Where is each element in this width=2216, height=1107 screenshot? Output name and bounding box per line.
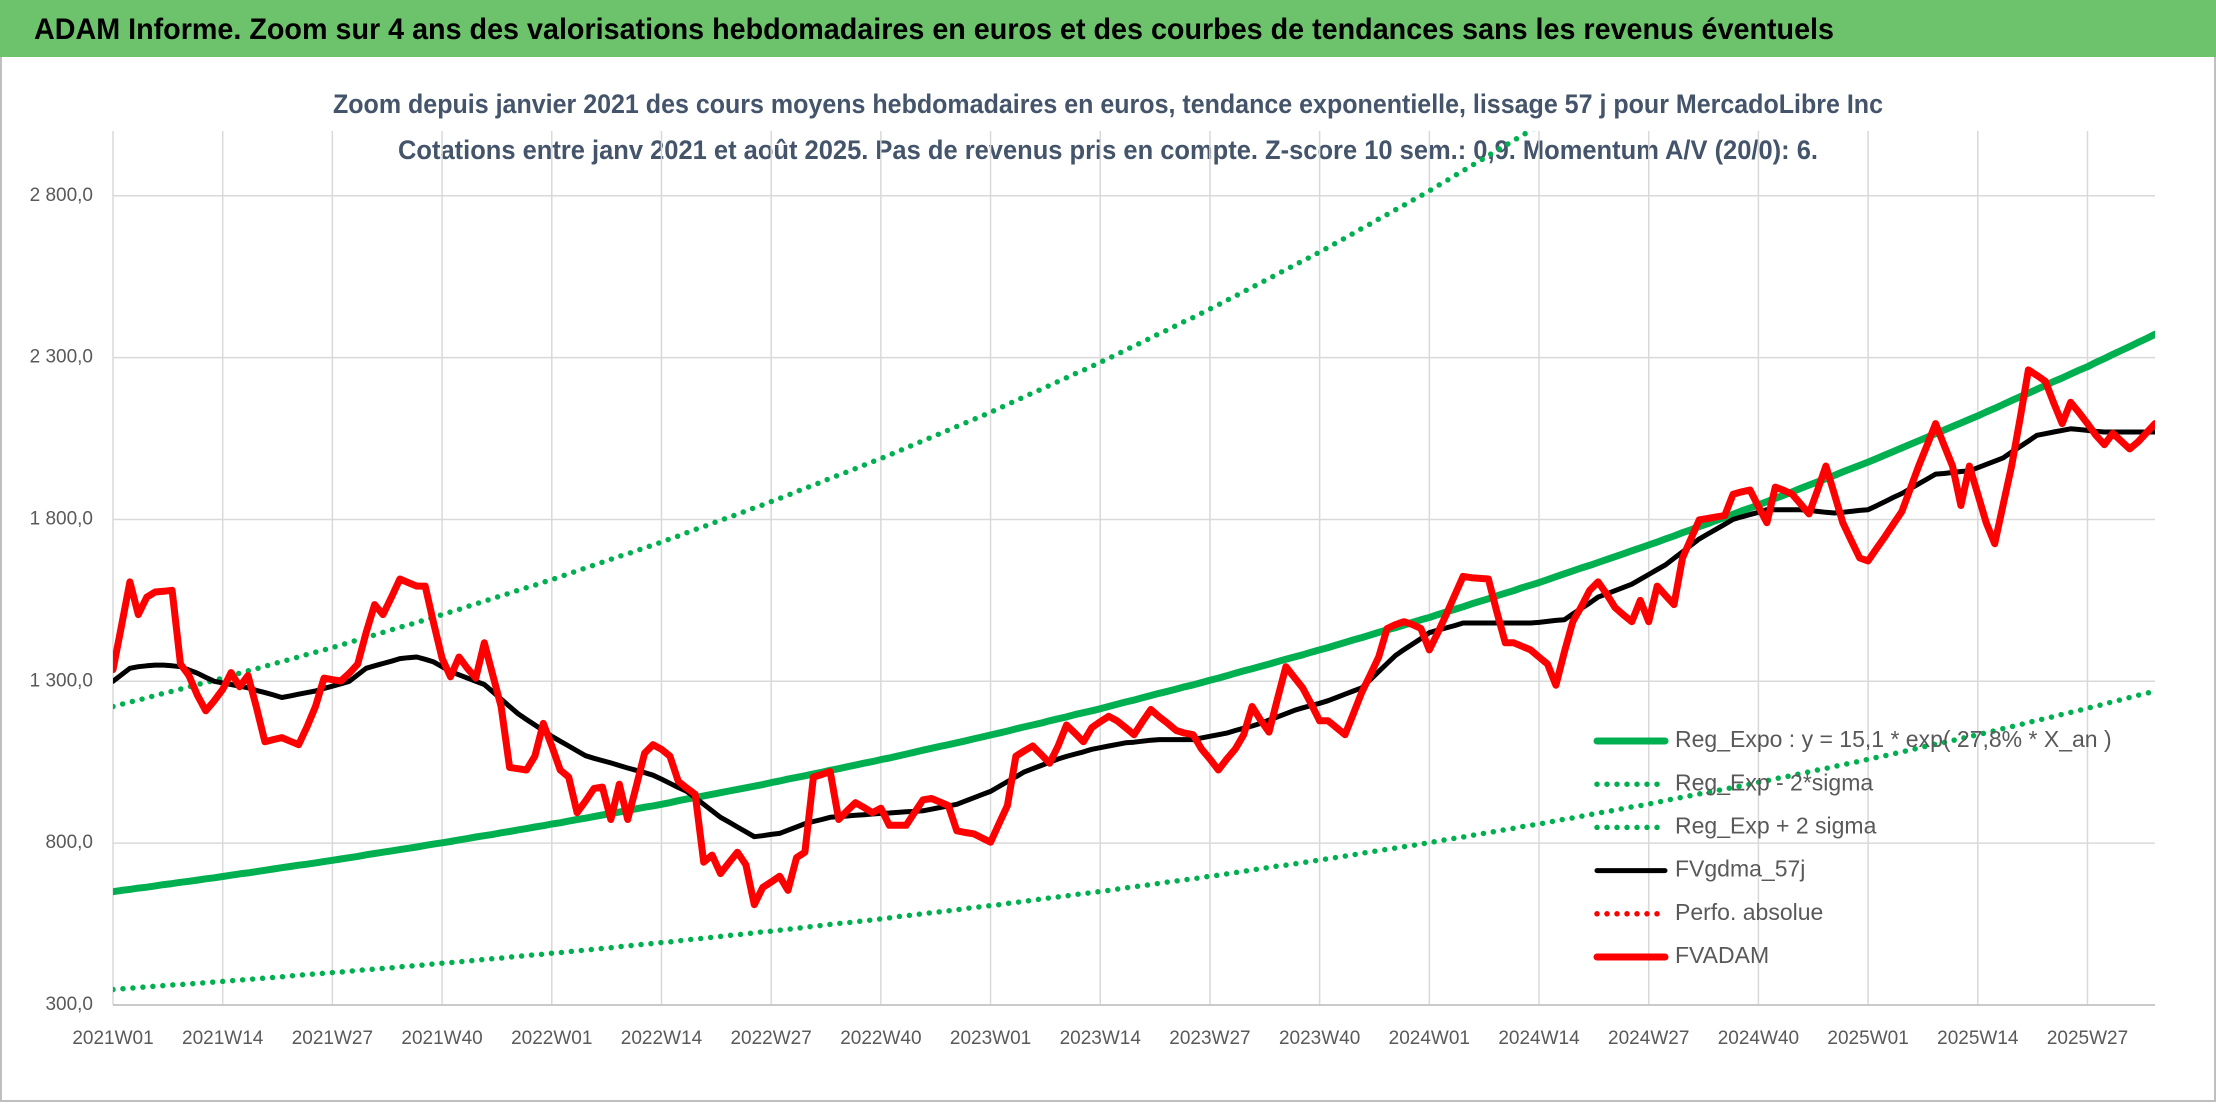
x-tick-label: 2023W27 [1169,1028,1250,1049]
header-bar [0,0,2216,57]
legend-label: Reg_Exp - 2*sigma [1675,769,1873,795]
legend: Reg_Expo : y = 15,1 * exp( 27,8% * X_an … [1593,726,2112,968]
series-line [113,688,2155,993]
series-line [113,366,2155,909]
x-tick-label: 2024W14 [1498,1028,1580,1049]
legend-label: Perfo. absolue [1675,899,1823,925]
y-tick-label: 2 800,0 [30,185,93,206]
chart-subtitle: Cotations entre janv 2021 et août 2025. … [398,135,1818,165]
x-tick-label: 2024W40 [1718,1028,1799,1049]
y-tick-label: 800,0 [45,832,93,853]
x-tick-label: 2022W40 [840,1028,921,1049]
x-tick-label: 2021W40 [401,1028,482,1049]
y-tick-label: 1 300,0 [30,670,93,691]
x-tick-label: 2025W14 [1937,1028,2019,1049]
x-tick-label: 2021W01 [72,1028,153,1049]
x-tick-label: 2022W01 [511,1028,592,1049]
x-tick-label: 2025W27 [2047,1028,2128,1049]
x-tick-label: 2022W27 [730,1028,811,1049]
x-tick-label: 2022W14 [621,1028,703,1049]
x-tick-label: 2021W14 [182,1028,264,1049]
x-tick-label: 2024W01 [1389,1028,1470,1049]
plot-area [113,131,2155,993]
y-tick-label: 1 800,0 [30,508,93,529]
legend-label: FVADAM [1675,942,1769,968]
series-line [113,330,2155,896]
legend-label: Reg_Expo : y = 15,1 * exp( 27,8% * X_an … [1675,726,2112,752]
y-tick-label: 300,0 [45,994,93,1015]
header-title: ADAM Informe. Zoom sur 4 ans des valoris… [34,13,1834,46]
legend-label: FVgdma_57j [1675,856,1805,882]
legend-label: Reg_Exp + 2 sigma [1675,812,1877,838]
x-tick-label: 2025W01 [1827,1028,1908,1049]
x-tick-label: 2023W40 [1279,1028,1360,1049]
x-tick-label: 2023W01 [950,1028,1031,1049]
chart-subtitle: Zoom depuis janvier 2021 des cours moyen… [333,89,1883,119]
x-tick-label: 2024W27 [1608,1028,1689,1049]
x-tick-label: 2023W14 [1060,1028,1142,1049]
y-tick-label: 2 300,0 [30,347,93,368]
x-tick-label: 2021W27 [292,1028,373,1049]
